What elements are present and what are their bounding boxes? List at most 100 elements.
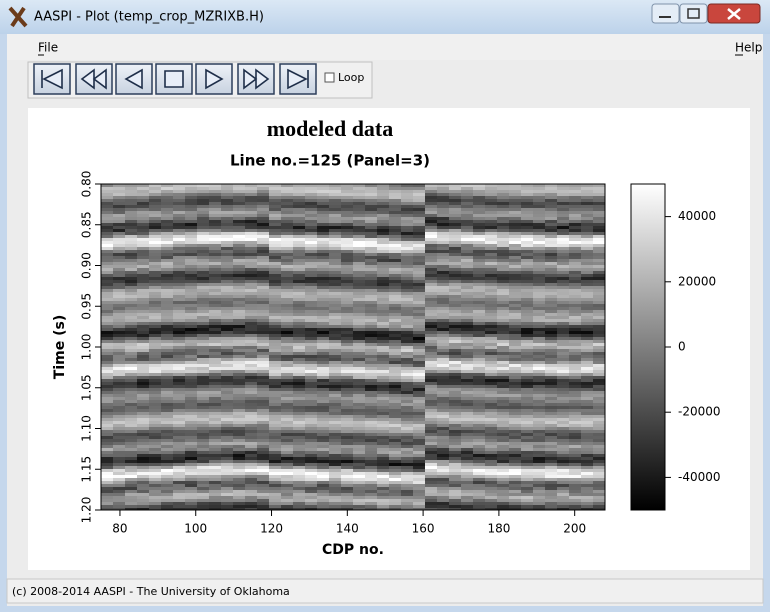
seismic-cell (257, 475, 269, 478)
seismic-cell (533, 505, 545, 508)
seismic-cell (269, 484, 281, 487)
player-button[interactable] (280, 64, 316, 94)
seismic-cell (281, 196, 293, 199)
seismic-cell (209, 220, 221, 223)
colorbar-tick-label: 0 (678, 340, 686, 354)
minimize-button[interactable] (652, 4, 679, 23)
seismic-cell (113, 391, 125, 394)
seismic-cell (401, 400, 413, 403)
seismic-cell (293, 328, 305, 331)
seismic-cell (353, 478, 365, 481)
seismic-cell (365, 448, 377, 451)
seismic-cell (401, 223, 413, 226)
seismic-cell (593, 223, 605, 226)
player-button[interactable] (156, 64, 192, 94)
seismic-cell (581, 409, 593, 412)
seismic-cell (173, 211, 185, 214)
seismic-cell (569, 382, 581, 385)
seismic-cell (593, 499, 605, 502)
seismic-cell (497, 289, 509, 292)
loop-label[interactable]: Loop (338, 71, 364, 84)
seismic-cell (425, 214, 437, 217)
seismic-cell (581, 298, 593, 301)
seismic-cell (293, 505, 305, 508)
player-button[interactable] (34, 64, 70, 94)
player-button[interactable] (116, 64, 152, 94)
seismic-cell (305, 427, 317, 430)
seismic-cell (377, 466, 389, 469)
seismic-cell (317, 367, 329, 370)
seismic-cell (245, 292, 257, 295)
menu-help[interactable]: Help (735, 41, 762, 55)
seismic-cell (305, 313, 317, 316)
seismic-cell (197, 283, 209, 286)
seismic-cell (257, 379, 269, 382)
seismic-cell (365, 409, 377, 412)
seismic-cell (221, 223, 233, 226)
seismic-cell (209, 292, 221, 295)
seismic-cell (197, 358, 209, 361)
seismic-cell (233, 223, 245, 226)
menu-file[interactable]: File (38, 41, 58, 55)
seismic-cell (149, 208, 161, 211)
seismic-cell (113, 373, 125, 376)
seismic-cell (137, 310, 149, 313)
seismic-cell (221, 307, 233, 310)
seismic-cell (125, 199, 137, 202)
seismic-cell (197, 259, 209, 262)
seismic-cell (197, 460, 209, 463)
seismic-cell (257, 241, 269, 244)
seismic-cell (245, 418, 257, 421)
seismic-cell (317, 346, 329, 349)
seismic-cell (221, 211, 233, 214)
seismic-cell (341, 259, 353, 262)
seismic-cell (197, 280, 209, 283)
seismic-cell (233, 472, 245, 475)
seismic-cell (509, 238, 521, 241)
seismic-cell (449, 352, 461, 355)
seismic-cell (305, 505, 317, 508)
seismic-cell (293, 349, 305, 352)
seismic-cell (269, 316, 281, 319)
seismic-cell (125, 343, 137, 346)
seismic-cell (557, 499, 569, 502)
seismic-cell (353, 469, 365, 472)
seismic-cell (149, 505, 161, 508)
seismic-cell (233, 286, 245, 289)
seismic-cell (245, 331, 257, 334)
seismic-cell (365, 385, 377, 388)
seismic-cell (365, 280, 377, 283)
seismic-cell (545, 502, 557, 505)
seismic-cell (221, 217, 233, 220)
seismic-cell (245, 481, 257, 484)
seismic-cell (125, 487, 137, 490)
seismic-cell (377, 394, 389, 397)
seismic-cell (269, 247, 281, 250)
seismic-cell (497, 274, 509, 277)
seismic-cell (101, 448, 113, 451)
player-button[interactable] (238, 64, 274, 94)
seismic-cell (449, 217, 461, 220)
seismic-cell (509, 325, 521, 328)
seismic-cell (377, 289, 389, 292)
seismic-cell (545, 187, 557, 190)
maximize-button[interactable] (680, 4, 707, 23)
player-button[interactable] (196, 64, 232, 94)
seismic-cell (413, 262, 425, 265)
seismic-cell (269, 259, 281, 262)
loop-checkbox[interactable] (325, 73, 334, 82)
seismic-cell (569, 322, 581, 325)
seismic-cell (533, 334, 545, 337)
seismic-cell (545, 352, 557, 355)
seismic-cell (449, 280, 461, 283)
seismic-cell (449, 463, 461, 466)
seismic-cell (533, 259, 545, 262)
player-button[interactable] (76, 64, 112, 94)
seismic-cell (473, 358, 485, 361)
seismic-cell (197, 298, 209, 301)
seismic-cell (317, 223, 329, 226)
seismic-cell (545, 190, 557, 193)
seismic-cell (473, 280, 485, 283)
seismic-cell (257, 388, 269, 391)
seismic-cell (365, 484, 377, 487)
